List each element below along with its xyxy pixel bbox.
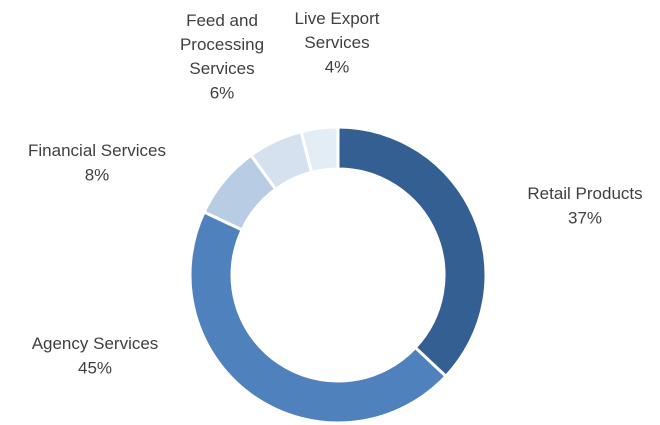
slice-label-line: Services [304, 33, 369, 52]
donut-slice [188, 209, 449, 425]
slice-label-line: Live Export [294, 9, 379, 28]
slice-value-label: 6% [210, 83, 235, 102]
slice-label-line: Services [189, 59, 254, 78]
slice-label-line: Processing [180, 35, 264, 54]
slice-value-label: 8% [85, 165, 110, 184]
slice-label: Agency Services [32, 334, 159, 353]
slice-value-label: 45% [78, 358, 112, 377]
donut-slice [299, 125, 340, 175]
slice-label: Live Export Services [294, 9, 379, 52]
slice-label-line: Agency Services [32, 334, 159, 353]
slice-label: Retail Products [527, 184, 642, 203]
slice-label-line: Financial Services [28, 141, 166, 160]
slice-value-label: 4% [325, 57, 350, 76]
slice-label-line: Feed and [186, 11, 258, 30]
slice-label: Financial Services [28, 141, 166, 160]
slice-value-label: 37% [568, 208, 602, 227]
slice-label: Feed and Processing Services [180, 11, 264, 78]
slice-label-line: Retail Products [527, 184, 642, 203]
donut-slice [336, 125, 488, 379]
